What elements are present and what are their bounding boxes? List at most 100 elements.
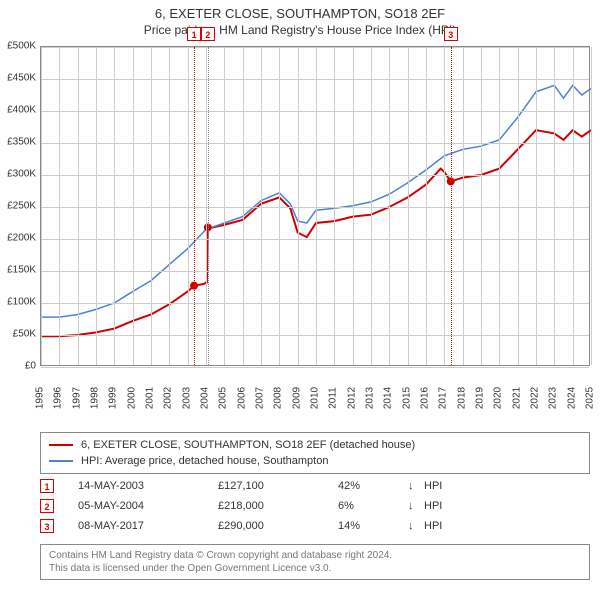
transaction-pct: 6%: [338, 500, 408, 512]
gridline-v: [59, 47, 60, 365]
legend: 6, EXETER CLOSE, SOUTHAMPTON, SO18 2EF (…: [40, 432, 590, 474]
x-axis-labels: 1995199619971998199920002001200220032004…: [40, 368, 590, 418]
gridline-v: [151, 47, 152, 365]
transaction-date: 08-MAY-2017: [78, 520, 218, 532]
chart: £0£50K£100K£150K£200K£250K£300K£350K£400…: [40, 46, 590, 386]
transaction-price: £290,000: [218, 520, 338, 532]
x-tick-label: 2018: [456, 387, 467, 409]
y-tick-label: £500K: [7, 41, 36, 52]
gridline-v: [591, 47, 592, 365]
footer-line-2: This data is licensed under the Open Gov…: [49, 562, 581, 575]
y-tick-label: £150K: [7, 265, 36, 276]
transaction-date: 05-MAY-2004: [78, 500, 218, 512]
x-tick-label: 2019: [475, 387, 486, 409]
legend-swatch: [49, 460, 73, 462]
y-axis-labels: £0£50K£100K£150K£200K£250K£300K£350K£400…: [2, 46, 36, 366]
y-tick-label: £300K: [7, 169, 36, 180]
transaction-row: 308-MAY-2017£290,00014%↓HPI: [40, 516, 590, 536]
x-tick-label: 2024: [566, 387, 577, 409]
y-tick-label: £450K: [7, 73, 36, 84]
gridline-v: [481, 47, 482, 365]
x-tick-label: 2004: [200, 387, 211, 409]
gridline-v: [389, 47, 390, 365]
event-marker-line: [451, 47, 452, 365]
footer-line-1: Contains HM Land Registry data © Crown c…: [49, 549, 581, 562]
x-tick-label: 2021: [511, 387, 522, 409]
x-tick-label: 2002: [163, 387, 174, 409]
gridline-v: [536, 47, 537, 365]
gridline-h: [41, 303, 589, 304]
x-tick-label: 2015: [401, 387, 412, 409]
down-arrow-icon: ↓: [408, 480, 424, 492]
x-tick-label: 2001: [145, 387, 156, 409]
transaction-price: £127,100: [218, 480, 338, 492]
x-tick-label: 2023: [548, 387, 559, 409]
event-marker-box: 3: [444, 27, 458, 41]
gridline-v: [444, 47, 445, 365]
transaction-pct: 14%: [338, 520, 408, 532]
transaction-marker: 1: [40, 479, 54, 493]
gridline-v: [41, 47, 42, 365]
gridline-v: [78, 47, 79, 365]
gridline-h: [41, 271, 589, 272]
plot-area: 123: [40, 46, 590, 366]
gridline-v: [243, 47, 244, 365]
gridline-v: [408, 47, 409, 365]
transaction-hpi-label: HPI: [424, 520, 442, 532]
x-tick-label: 1997: [71, 387, 82, 409]
y-tick-label: £50K: [13, 329, 36, 340]
x-tick-label: 2005: [218, 387, 229, 409]
x-tick-label: 2007: [255, 387, 266, 409]
y-tick-label: £0: [25, 361, 36, 372]
x-tick-label: 2014: [383, 387, 394, 409]
event-marker-box: 2: [201, 27, 215, 41]
legend-label: HPI: Average price, detached house, Sout…: [81, 455, 328, 467]
gridline-h: [41, 175, 589, 176]
down-arrow-icon: ↓: [408, 520, 424, 532]
gridline-v: [554, 47, 555, 365]
transaction-date: 14-MAY-2003: [78, 480, 218, 492]
gridline-h: [41, 47, 589, 48]
gridline-h: [41, 239, 589, 240]
y-tick-label: £250K: [7, 201, 36, 212]
x-tick-label: 2009: [291, 387, 302, 409]
y-tick-label: £400K: [7, 105, 36, 116]
x-tick-label: 2008: [273, 387, 284, 409]
x-tick-label: 2020: [493, 387, 504, 409]
gridline-v: [518, 47, 519, 365]
gridline-v: [371, 47, 372, 365]
y-tick-label: £100K: [7, 297, 36, 308]
x-tick-label: 1999: [108, 387, 119, 409]
gridline-h: [41, 335, 589, 336]
gridline-h: [41, 79, 589, 80]
x-tick-label: 1995: [35, 387, 46, 409]
gridline-v: [96, 47, 97, 365]
y-tick-label: £350K: [7, 137, 36, 148]
legend-row: HPI: Average price, detached house, Sout…: [49, 453, 581, 469]
x-tick-label: 2006: [236, 387, 247, 409]
x-tick-label: 2022: [530, 387, 541, 409]
gridline-v: [261, 47, 262, 365]
x-tick-label: 2003: [181, 387, 192, 409]
y-tick-label: £200K: [7, 233, 36, 244]
chart-titles: 6, EXETER CLOSE, SOUTHAMPTON, SO18 2EF P…: [0, 0, 600, 37]
gridline-v: [133, 47, 134, 365]
gridline-v: [426, 47, 427, 365]
x-tick-label: 2016: [420, 387, 431, 409]
gridline-v: [114, 47, 115, 365]
event-marker-line: [194, 47, 195, 365]
gridline-v: [224, 47, 225, 365]
transaction-row: 205-MAY-2004£218,0006%↓HPI: [40, 496, 590, 516]
legend-label: 6, EXETER CLOSE, SOUTHAMPTON, SO18 2EF (…: [81, 439, 415, 451]
legend-swatch: [49, 444, 73, 446]
gridline-v: [316, 47, 317, 365]
gridline-v: [279, 47, 280, 365]
transaction-hpi-label: HPI: [424, 500, 442, 512]
gridline-v: [353, 47, 354, 365]
transaction-row: 114-MAY-2003£127,10042%↓HPI: [40, 476, 590, 496]
transaction-price: £218,000: [218, 500, 338, 512]
x-tick-label: 2025: [585, 387, 596, 409]
title-sub: Price paid vs. HM Land Registry's House …: [0, 23, 600, 37]
x-tick-label: 2010: [310, 387, 321, 409]
transaction-marker: 2: [40, 499, 54, 513]
